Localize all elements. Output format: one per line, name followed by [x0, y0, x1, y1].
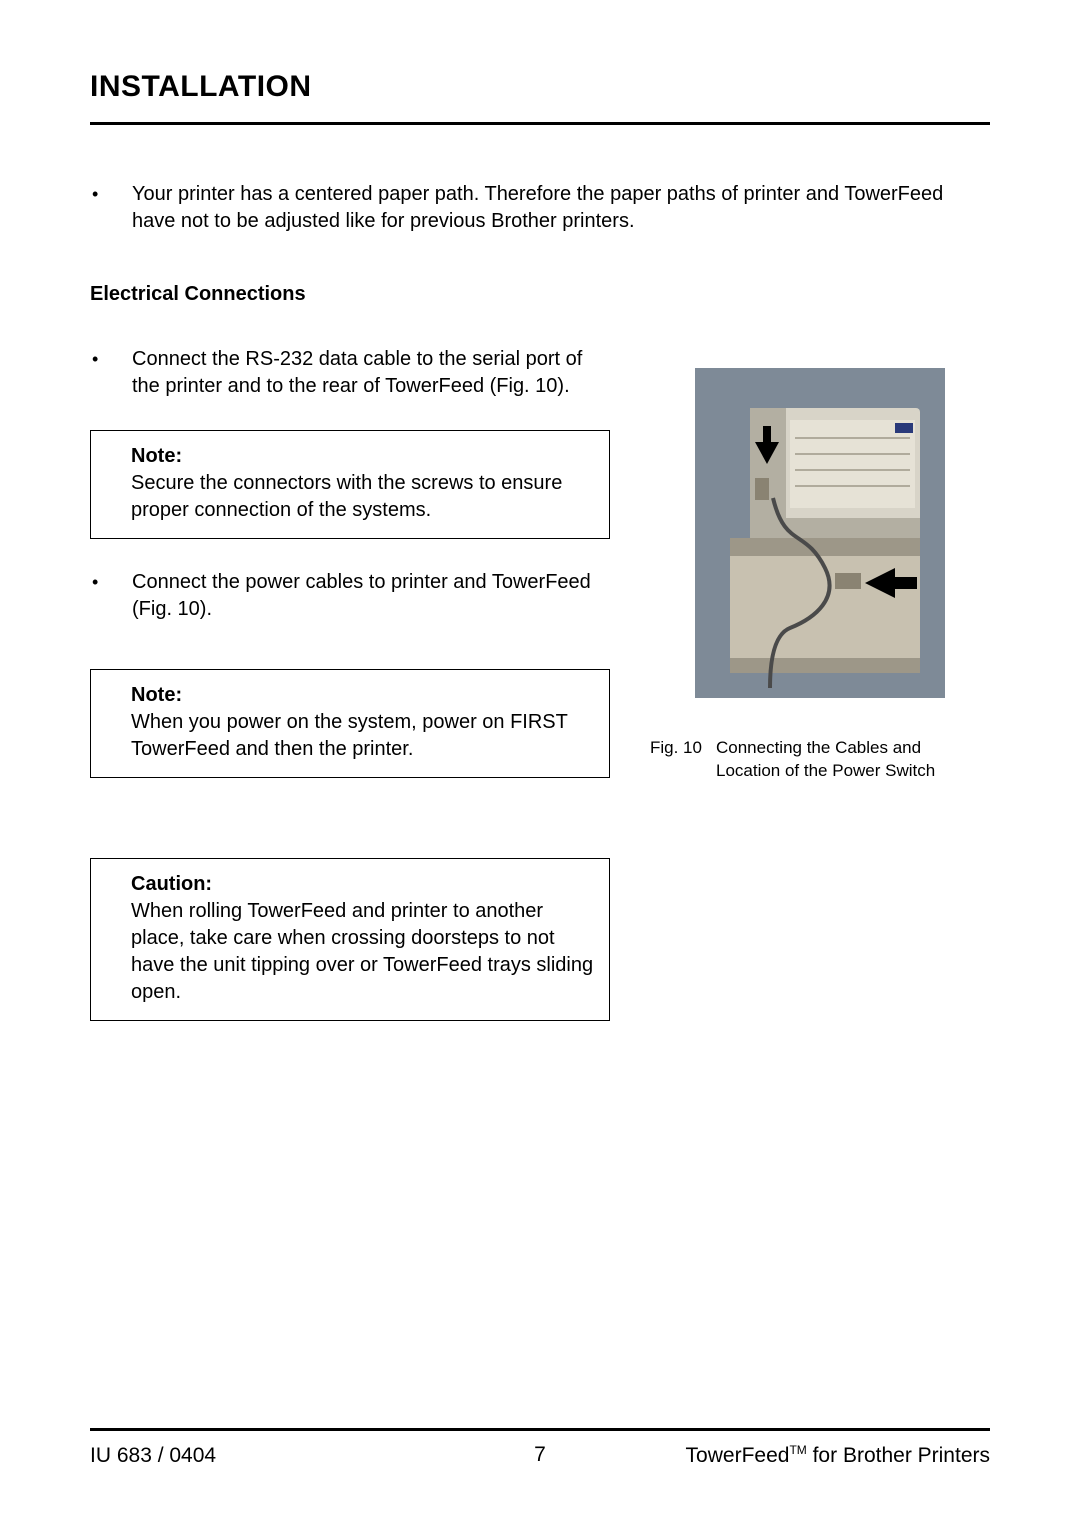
caution-label: Caution:: [131, 871, 595, 898]
figure-number: Fig. 10: [650, 736, 702, 782]
caution-body: When rolling TowerFeed and printer to an…: [131, 898, 595, 1006]
figure-caption: Fig. 10 Connecting the Cables and Locati…: [650, 736, 990, 782]
note-label: Note:: [131, 682, 595, 709]
note-label: Note:: [131, 443, 595, 470]
bullet-dot-icon: •: [90, 346, 132, 372]
bullet-paper-path: • Your printer has a centered paper path…: [90, 181, 990, 235]
bullet-text: Your printer has a centered paper path. …: [132, 181, 990, 235]
figure-device-icon: [695, 368, 945, 698]
title-rule: [90, 122, 990, 125]
bullet-dot-icon: •: [90, 181, 132, 207]
note-body: When you power on the system, power on F…: [131, 709, 595, 763]
note-box-connectors: Note: Secure the connectors with the scr…: [90, 430, 610, 539]
footer-page-number: 7: [90, 1443, 990, 1467]
subhead-electrical: Electrical Connections: [90, 283, 990, 306]
page-footer: IU 683 / 0404 7 TowerFeedTM for Brother …: [90, 1428, 990, 1468]
footer-rule: [90, 1428, 990, 1431]
bullet-power: • Connect the power cables to printer an…: [90, 569, 610, 623]
bullet-text: Connect the power cables to printer and …: [132, 569, 610, 623]
bullet-rs232: • Connect the RS-232 data cable to the s…: [90, 346, 610, 400]
bullet-dot-icon: •: [90, 569, 132, 595]
figure-caption-text: Connecting the Cables and Location of th…: [716, 736, 990, 782]
note-box-poweron: Note: When you power on the system, powe…: [90, 669, 610, 778]
caution-box: Caution: When rolling TowerFeed and prin…: [90, 858, 610, 1021]
page-title: INSTALLATION: [90, 70, 990, 104]
note-body: Secure the connectors with the screws to…: [131, 470, 595, 524]
bullet-text: Connect the RS-232 data cable to the ser…: [132, 346, 610, 400]
